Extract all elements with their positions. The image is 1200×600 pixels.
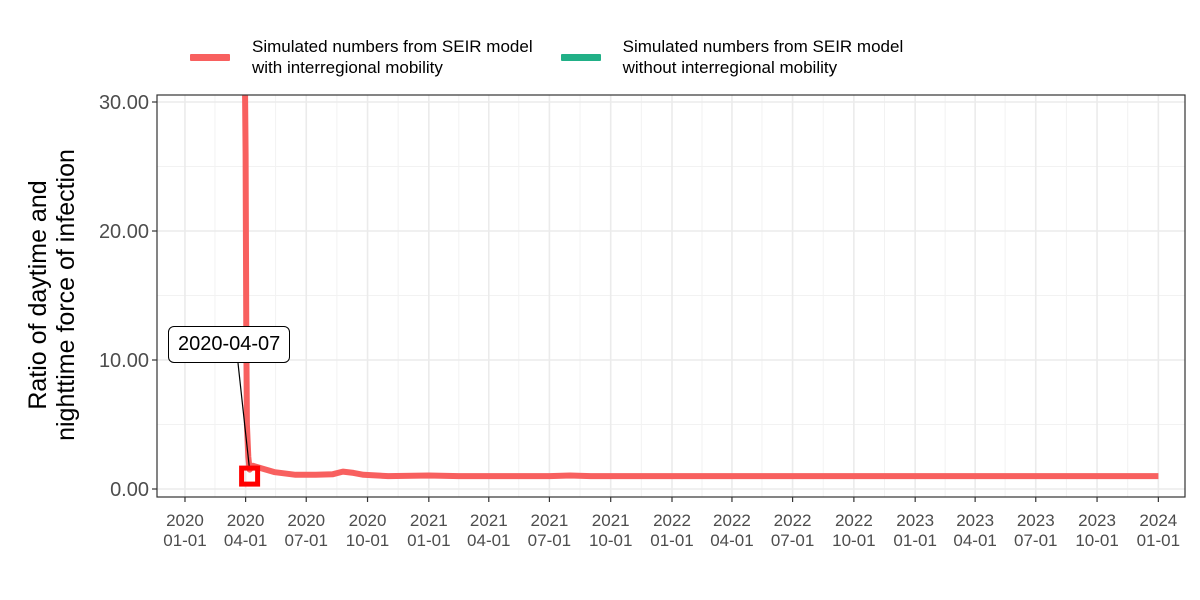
x-tick-label-date: 01-01 bbox=[1137, 531, 1180, 550]
x-tick-label-date: 01-01 bbox=[163, 531, 206, 550]
x-tick-label-date: 07-01 bbox=[1014, 531, 1057, 550]
x-tick-label-year: 2023 bbox=[896, 511, 934, 530]
x-tick-label-date: 04-01 bbox=[710, 531, 753, 550]
x-tick-label-date: 01-01 bbox=[650, 531, 693, 550]
x-tick-label-date: 07-01 bbox=[528, 531, 571, 550]
legend-key-with-mobility bbox=[190, 53, 230, 61]
x-tick-label-date: 10-01 bbox=[589, 531, 632, 550]
y-tick-label: 30.00 bbox=[99, 92, 149, 114]
legend-label-without-mobility: Simulated numbers from SEIR model withou… bbox=[622, 37, 904, 77]
x-tick-label-year: 2023 bbox=[1078, 511, 1116, 530]
x-tick-label-year: 2022 bbox=[774, 511, 812, 530]
x-tick-label-date: 04-01 bbox=[467, 531, 510, 550]
y-tick-label: 10.00 bbox=[99, 350, 149, 372]
x-tick-label-year: 2022 bbox=[653, 511, 691, 530]
y-tick-label: 20.00 bbox=[99, 221, 149, 243]
x-tick-label-date: 04-01 bbox=[953, 531, 996, 550]
annotation-marker bbox=[239, 465, 261, 487]
legend-item-with-mobility: Simulated numbers from SEIR model with i… bbox=[190, 36, 533, 78]
x-tick-label-date: 10-01 bbox=[1075, 531, 1118, 550]
x-tick-label-year: 2021 bbox=[592, 511, 630, 530]
x-tick-label-date: 07-01 bbox=[771, 531, 814, 550]
x-tick-label-date: 01-01 bbox=[407, 531, 450, 550]
y-axis-label: Ratio of daytime and nighttime force of … bbox=[24, 149, 80, 441]
x-tick-label-year: 2020 bbox=[349, 511, 387, 530]
x-tick-label-year: 2021 bbox=[410, 511, 448, 530]
legend-label-with-mobility: Simulated numbers from SEIR model with i… bbox=[252, 37, 533, 77]
x-tick-label-year: 2023 bbox=[956, 511, 994, 530]
x-tick-label-year: 2022 bbox=[835, 511, 873, 530]
x-tick-label-date: 04-01 bbox=[224, 531, 267, 550]
x-tick-label-date: 10-01 bbox=[832, 531, 875, 550]
x-tick-label-year: 2020 bbox=[227, 511, 265, 530]
x-tick-label-year: 2023 bbox=[1017, 511, 1055, 530]
legend-item-without-mobility: Simulated numbers from SEIR model withou… bbox=[560, 36, 904, 78]
x-tick-label-year: 2021 bbox=[470, 511, 508, 530]
legend: Simulated numbers from SEIR model with i… bbox=[190, 36, 903, 78]
x-tick-label-year: 2024 bbox=[1139, 511, 1177, 530]
legend-key-without-mobility bbox=[560, 53, 601, 61]
date-annotation-label: 2020-04-07 bbox=[168, 326, 291, 363]
panel-border bbox=[156, 94, 1186, 498]
x-tick-label-year: 2020 bbox=[166, 511, 204, 530]
x-tick-label-year: 2022 bbox=[713, 511, 751, 530]
x-tick-label-year: 2021 bbox=[530, 511, 568, 530]
y-tick-label: 0.00 bbox=[110, 479, 149, 501]
x-tick-label-year: 2020 bbox=[287, 511, 325, 530]
x-tick-label-date: 07-01 bbox=[284, 531, 327, 550]
x-tick-label-date: 01-01 bbox=[893, 531, 936, 550]
x-tick-label-date: 10-01 bbox=[346, 531, 389, 550]
annotation-leader-line bbox=[237, 362, 251, 471]
